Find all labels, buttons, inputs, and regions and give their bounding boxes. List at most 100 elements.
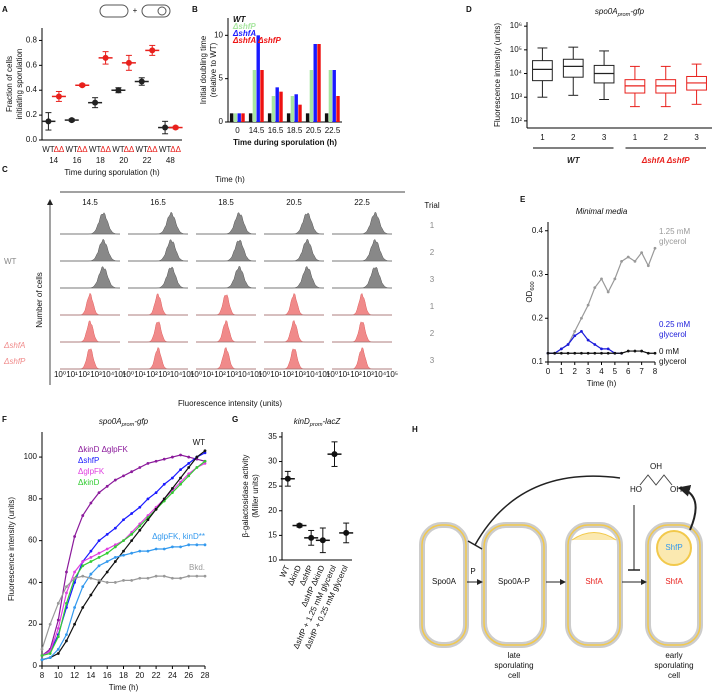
cell-caption: sporulating: [494, 661, 533, 670]
x-tick-label: 10²: [146, 370, 158, 379]
bar: [229, 113, 234, 122]
text-part: 26: [184, 671, 193, 680]
point: [146, 497, 150, 501]
text-part: 14.5: [249, 126, 265, 135]
point: [640, 349, 644, 353]
bar: [248, 113, 253, 122]
x-tick-label: 10²: [214, 370, 226, 379]
text-part: glycerol: [659, 357, 687, 366]
point: [130, 539, 134, 543]
histogram: [196, 239, 256, 262]
text-part: 10⁰: [54, 370, 66, 379]
point: [73, 576, 76, 580]
bar: [313, 44, 317, 122]
y-axis-label: (relative to WT): [209, 42, 218, 97]
text-part: WT: [4, 257, 17, 266]
series-label: 0.25 mM glycerol: [659, 320, 692, 339]
point: [187, 574, 191, 578]
x-tick-label: 10²: [282, 370, 294, 379]
group-label: WT: [567, 156, 581, 165]
x-tick-label: 18.5: [287, 126, 303, 135]
point: [73, 622, 76, 626]
point: [606, 290, 610, 294]
y-tick-label: 30: [268, 457, 277, 466]
text-part: 10¹: [66, 370, 78, 379]
legend-entry: WT: [233, 15, 247, 24]
glycerol-label: OH: [670, 485, 682, 494]
point: [613, 277, 617, 281]
point: [620, 351, 623, 355]
series-label: 1.25 mM glycerol: [659, 227, 692, 246]
text-part: 3: [586, 367, 591, 376]
text-part: prom: [309, 422, 323, 428]
x-tick-label: 14.5: [249, 126, 265, 135]
cell-membrane: [567, 524, 621, 646]
bar: [317, 44, 321, 122]
text-part: 5: [219, 74, 224, 83]
bar: [290, 96, 295, 122]
text-part: 12: [70, 671, 79, 680]
text-part: 10⁰: [122, 370, 134, 379]
box: [562, 58, 584, 78]
y-axis-label: β-galactosidase activity: [241, 455, 250, 538]
text-part: 0 mM: [659, 347, 681, 356]
bar: [309, 70, 314, 122]
histogram: [128, 266, 188, 289]
text-part: 10⁵: [114, 370, 126, 379]
text-part: 2: [573, 367, 578, 376]
series-label: ΔΔ: [147, 145, 158, 154]
text-part: 10²: [510, 116, 522, 125]
point: [40, 647, 44, 651]
point: [138, 576, 142, 580]
text-part: 10²: [282, 370, 294, 379]
text-part: Minimal media: [576, 207, 628, 216]
point: [56, 626, 60, 630]
trial-label: 2: [430, 329, 435, 338]
series-label: ΔΔ: [170, 145, 181, 154]
point: [154, 574, 158, 578]
cell-membrane: [647, 524, 701, 646]
text-part: F: [2, 415, 7, 424]
text-part: Fluorescence intensity (units): [493, 23, 502, 127]
time-label: 16.5: [150, 198, 166, 207]
point: [154, 491, 158, 494]
protein-label: ShfA: [585, 577, 603, 586]
protein-label: Spo0A-P: [498, 577, 530, 586]
diagram: H Spo0A Spo0A-P ShfA ShfA ShfP P HO OH O…: [412, 425, 703, 680]
x-axis-label: Time (h): [587, 379, 617, 388]
point: [146, 461, 150, 465]
bar: [233, 113, 238, 122]
point: [606, 347, 610, 351]
text-part: Number of cells: [35, 272, 44, 328]
point: [56, 652, 60, 655]
text-part: 10⁵: [318, 370, 330, 379]
inhibition: [474, 475, 621, 546]
y-tick-label: 0.2: [26, 110, 38, 119]
point: [81, 585, 85, 589]
time-label: 20.5: [286, 198, 302, 207]
x-tick-label: 10³: [90, 370, 102, 379]
point: [586, 303, 590, 307]
x-tick-label: 3: [602, 133, 607, 142]
text-part: 5: [613, 367, 618, 376]
text-part: 22: [152, 671, 161, 680]
text-part: P: [470, 567, 475, 576]
point: [105, 560, 109, 563]
cell-caption: sporulating: [654, 661, 693, 670]
point: [105, 551, 109, 555]
group-label: ΔshfA: [3, 341, 25, 350]
x-tick-label: 24: [168, 671, 177, 680]
histogram: [264, 319, 324, 343]
point: [203, 574, 207, 578]
text-part: ΔglpFK: [78, 467, 105, 476]
y-tick-label: 25: [268, 481, 277, 490]
text-part: 10³: [90, 370, 102, 379]
text-part: late: [508, 651, 521, 660]
point: [113, 526, 117, 530]
point: [56, 601, 60, 605]
legend-entry: ΔkinD ΔglpFK: [78, 445, 128, 454]
x-tick-label: 3: [586, 367, 591, 376]
text-part: 14: [86, 671, 95, 680]
point: [56, 618, 60, 622]
x-tick-label: 14: [49, 156, 58, 165]
